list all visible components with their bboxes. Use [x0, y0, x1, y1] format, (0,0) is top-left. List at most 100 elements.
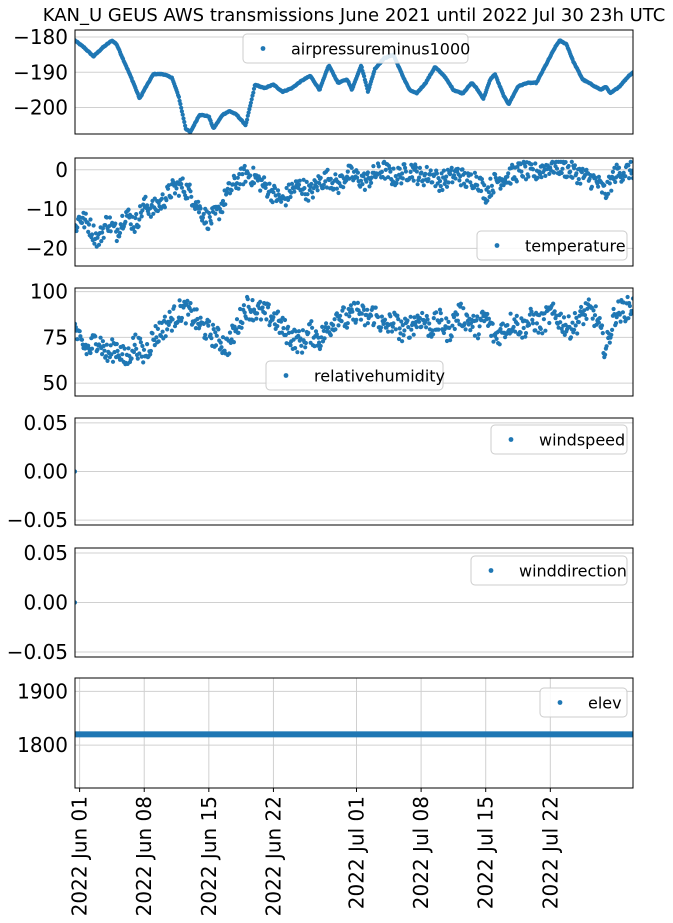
data-point	[579, 304, 584, 310]
data-point	[314, 184, 319, 189]
data-point	[574, 171, 579, 176]
data-point	[607, 181, 612, 186]
data-point	[152, 343, 157, 348]
data-point	[237, 172, 242, 177]
data-point	[367, 184, 372, 189]
data-point	[465, 313, 470, 318]
data-point	[518, 162, 523, 167]
data-point	[621, 170, 626, 175]
data-point	[93, 334, 98, 339]
data-point	[569, 159, 574, 164]
data-point	[133, 215, 138, 221]
data-point	[424, 325, 429, 330]
data-point	[260, 305, 265, 310]
data-point	[592, 313, 598, 318]
data-point	[349, 165, 354, 170]
data-point	[240, 172, 245, 177]
data-point	[292, 189, 297, 194]
data-point	[401, 333, 406, 338]
data-point	[154, 335, 159, 340]
data-point	[358, 317, 364, 322]
data-point	[586, 297, 591, 302]
x-tick-label: 2022 Jun 01	[68, 796, 92, 916]
data-point	[417, 175, 422, 180]
data-point	[195, 316, 200, 322]
data-point	[449, 165, 454, 170]
data-point	[362, 307, 367, 312]
data-point	[213, 330, 218, 335]
y-tick-label: 75	[43, 325, 68, 349]
data-point	[114, 238, 119, 244]
data-point	[279, 199, 284, 204]
data-point	[180, 112, 185, 117]
data-point	[559, 170, 564, 176]
data-point	[448, 338, 453, 343]
data-point	[494, 336, 499, 341]
data-point	[291, 337, 296, 342]
data-point	[83, 211, 88, 216]
y-tick-label: −0.05	[7, 508, 68, 532]
data-point	[388, 314, 393, 319]
data-point	[438, 184, 443, 189]
data-point	[187, 182, 192, 187]
panel-elev: 1900 1800 elev	[17, 677, 634, 789]
data-point	[167, 309, 172, 314]
data-point	[301, 177, 306, 182]
data-point	[75, 469, 78, 474]
data-point	[529, 309, 534, 314]
data-point	[455, 312, 460, 317]
data-point	[333, 327, 338, 332]
data-point	[398, 331, 403, 336]
data-point	[425, 317, 430, 322]
data-point	[448, 172, 453, 177]
data-point	[355, 300, 360, 305]
data-point	[208, 332, 213, 337]
data-point	[391, 321, 396, 326]
data-point	[193, 326, 198, 331]
data-point	[560, 166, 565, 171]
data-point	[630, 168, 633, 173]
data-point	[419, 170, 424, 175]
data-point	[306, 330, 311, 335]
legend-label: relativehumidity	[314, 367, 445, 386]
data-point	[490, 321, 495, 326]
data-point	[209, 336, 214, 341]
data-point	[324, 321, 329, 326]
data-point	[513, 329, 518, 334]
data-point	[103, 223, 108, 228]
data-point	[275, 309, 281, 314]
data-point	[234, 317, 240, 322]
series-relativehumidity	[75, 294, 633, 367]
x-tick-label: 2022 Jul 15	[474, 796, 498, 909]
data-point	[174, 186, 179, 191]
data-point	[399, 181, 404, 186]
data-point	[411, 332, 416, 337]
data-point	[590, 316, 595, 321]
data-point	[551, 301, 556, 306]
data-point	[523, 334, 528, 339]
data-point	[434, 310, 439, 315]
axes-frame	[74, 157, 634, 267]
data-point	[122, 346, 127, 351]
data-point	[358, 178, 364, 183]
data-point	[468, 172, 474, 177]
data-point	[607, 340, 612, 345]
data-point	[543, 173, 548, 178]
legend: elev	[539, 687, 628, 718]
data-point	[578, 181, 583, 186]
data-point	[92, 241, 97, 246]
data-point	[563, 160, 568, 165]
data-point	[443, 178, 448, 183]
data-point	[427, 172, 432, 177]
data-point	[105, 358, 110, 363]
data-point	[452, 326, 457, 332]
data-point	[438, 311, 443, 316]
data-point	[364, 179, 369, 184]
data-point	[411, 178, 416, 183]
data-point	[347, 314, 352, 319]
data-point	[536, 330, 541, 335]
data-point	[188, 189, 193, 194]
data-point	[110, 359, 116, 364]
data-point	[263, 185, 268, 190]
data-point	[179, 105, 184, 110]
